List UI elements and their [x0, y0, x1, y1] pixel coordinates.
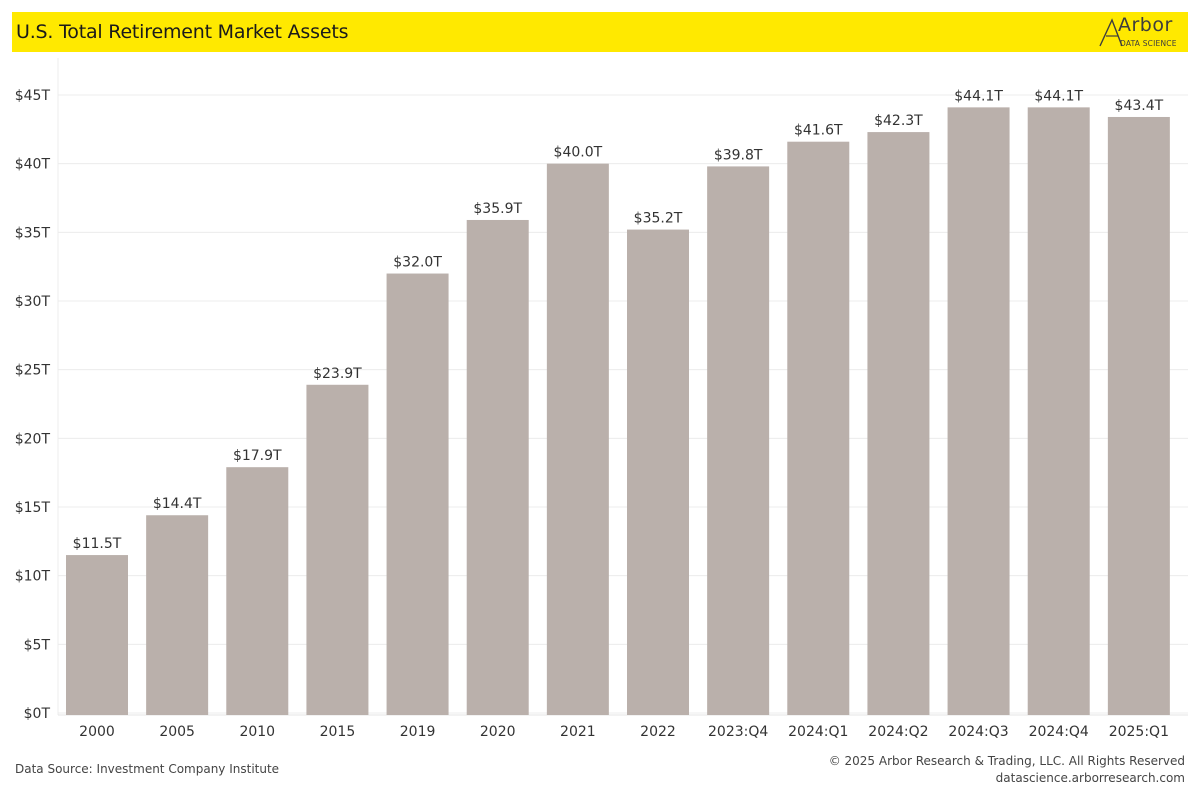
x-tick-label: 2010 [239, 724, 275, 740]
copyright-text: © 2025 Arbor Research & Trading, LLC. Al… [828, 754, 1185, 768]
x-tick-label: 2022 [640, 724, 676, 740]
bar [707, 166, 770, 715]
x-tick-label: 2024:Q1 [788, 724, 848, 740]
bar [947, 107, 1010, 716]
bar [386, 273, 449, 715]
x-tick-label: 2005 [159, 724, 195, 740]
bar [867, 132, 930, 715]
x-tick-label: 2015 [320, 724, 356, 740]
data-source-note: Data Source: Investment Company Institut… [15, 762, 280, 776]
bar [306, 384, 369, 715]
data-label: $40.0T [554, 145, 603, 161]
x-tick-label: 2019 [400, 724, 436, 740]
bar [466, 219, 529, 715]
y-tick-label: $25T [15, 363, 51, 379]
x-tick-label: 2025:Q1 [1109, 724, 1169, 740]
data-label: $35.2T [634, 211, 683, 227]
bar [787, 141, 850, 715]
bar [1107, 116, 1170, 716]
y-tick-label: $35T [15, 225, 51, 241]
y-tick-label: $40T [15, 157, 51, 173]
bars [66, 107, 1170, 716]
data-label: $43.4T [1115, 98, 1164, 114]
x-tick-label: 2024:Q4 [1029, 724, 1089, 740]
data-label: $44.1T [1034, 88, 1083, 104]
y-tick-label: $45T [15, 88, 51, 104]
x-tick-label: 2023:Q4 [708, 724, 768, 740]
y-tick-label: $5T [24, 637, 51, 653]
x-tick-label: 2024:Q3 [948, 724, 1008, 740]
website-link[interactable]: datascience.arborresearch.com [995, 771, 1185, 785]
data-label: $23.9T [313, 366, 362, 382]
data-label: $11.5T [73, 536, 122, 552]
data-label: $17.9T [233, 448, 282, 464]
arbor-logo: Arbor DATA SCIENCE [1098, 14, 1184, 50]
y-tick-label: $15T [15, 500, 51, 516]
data-labels: $11.5T $14.4T $17.9T $23.9T $32.0T $35.9T $40.… [73, 88, 1164, 552]
y-tick-label: $0T [24, 706, 51, 722]
x-tick-label: 2000 [79, 724, 115, 740]
x-tick-label: 2020 [480, 724, 516, 740]
y-tick-label: $30T [15, 294, 51, 310]
chart-title: U.S. Total Retirement Market Assets [16, 21, 349, 43]
arbor-logo-mark-icon [1099, 18, 1123, 47]
data-label: $14.4T [153, 496, 202, 512]
data-label: $44.1T [954, 88, 1003, 104]
bar [66, 555, 128, 715]
footer-credits: © 2025 Arbor Research & Trading, LLC. Al… [829, 753, 1185, 787]
data-label: $35.9T [473, 201, 522, 217]
x-axis-ticks: 2000 2005 2010 2015 2019 2020 2021 2022 2023:Q4 2… [79, 724, 1169, 740]
bar [146, 515, 209, 715]
bar [546, 163, 609, 715]
data-label: $41.6T [794, 123, 843, 139]
y-axis-ticks: $0T $5T $10T $15T $20T $25T $30T $35T $40T $45T [15, 88, 51, 722]
title-bar: U.S. Total Retirement Market Assets Arbo… [12, 12, 1188, 52]
x-tick-label: 2024:Q2 [868, 724, 928, 740]
y-tick-label: $20T [15, 431, 51, 447]
bar [226, 467, 289, 715]
y-tick-label: $10T [15, 569, 51, 585]
data-label: $42.3T [874, 113, 923, 129]
data-label: $39.8T [714, 147, 763, 163]
arbor-logo-subtitle: DATA SCIENCE [1120, 39, 1177, 48]
data-label: $32.0T [393, 255, 442, 271]
x-tick-label: 2021 [560, 724, 596, 740]
bar [627, 229, 689, 715]
bar [1027, 107, 1090, 716]
arbor-logo-word: Arbor [1118, 14, 1173, 36]
